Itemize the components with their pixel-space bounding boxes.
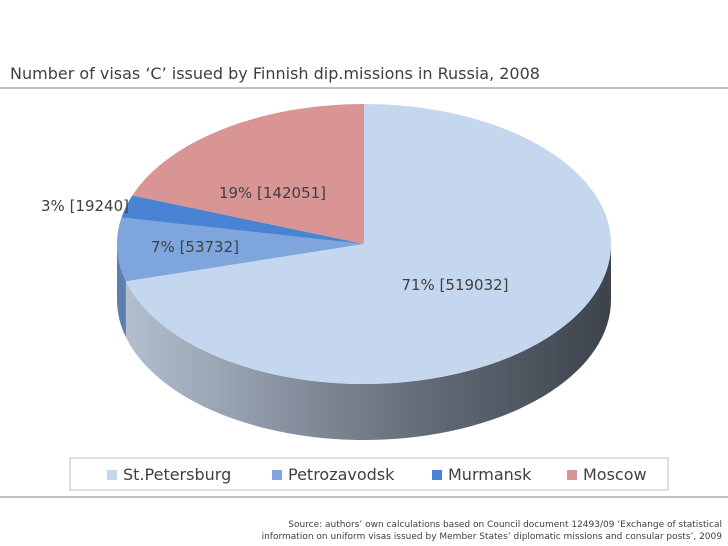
legend-box: [69, 457, 669, 491]
legend-label: Moscow: [583, 465, 647, 484]
legend-label: Murmansk: [448, 465, 532, 484]
data-label: 7% [53732]: [151, 238, 239, 256]
legend-swatch: [107, 470, 117, 480]
legend-item: Petrozavodsk: [272, 465, 394, 484]
legend-label: Petrozavodsk: [288, 465, 395, 484]
legend-label: St.Petersburg: [123, 465, 232, 484]
slice: [132, 103, 364, 244]
legend-swatch: [432, 470, 442, 480]
slice: [121, 195, 364, 244]
slice-side: [117, 244, 126, 338]
legend-item: St.Petersburg: [107, 465, 231, 484]
data-label: 3% [19240]: [41, 197, 129, 215]
source-note: Source: authors’ own calculations based …: [261, 520, 722, 542]
slice: [117, 217, 364, 282]
slice: [125, 104, 612, 385]
chart-title: Number of visas ‘C’ issued by Finnish di…: [10, 64, 540, 83]
legend-swatch: [567, 470, 577, 480]
data-label: 19% [142051]: [218, 184, 327, 202]
slice-side: [125, 244, 612, 440]
legend-item: Moscow: [567, 465, 647, 484]
legend-item: Murmansk: [432, 465, 531, 484]
data-label: 71% [519032]: [401, 276, 509, 294]
legend-swatch: [272, 470, 282, 480]
